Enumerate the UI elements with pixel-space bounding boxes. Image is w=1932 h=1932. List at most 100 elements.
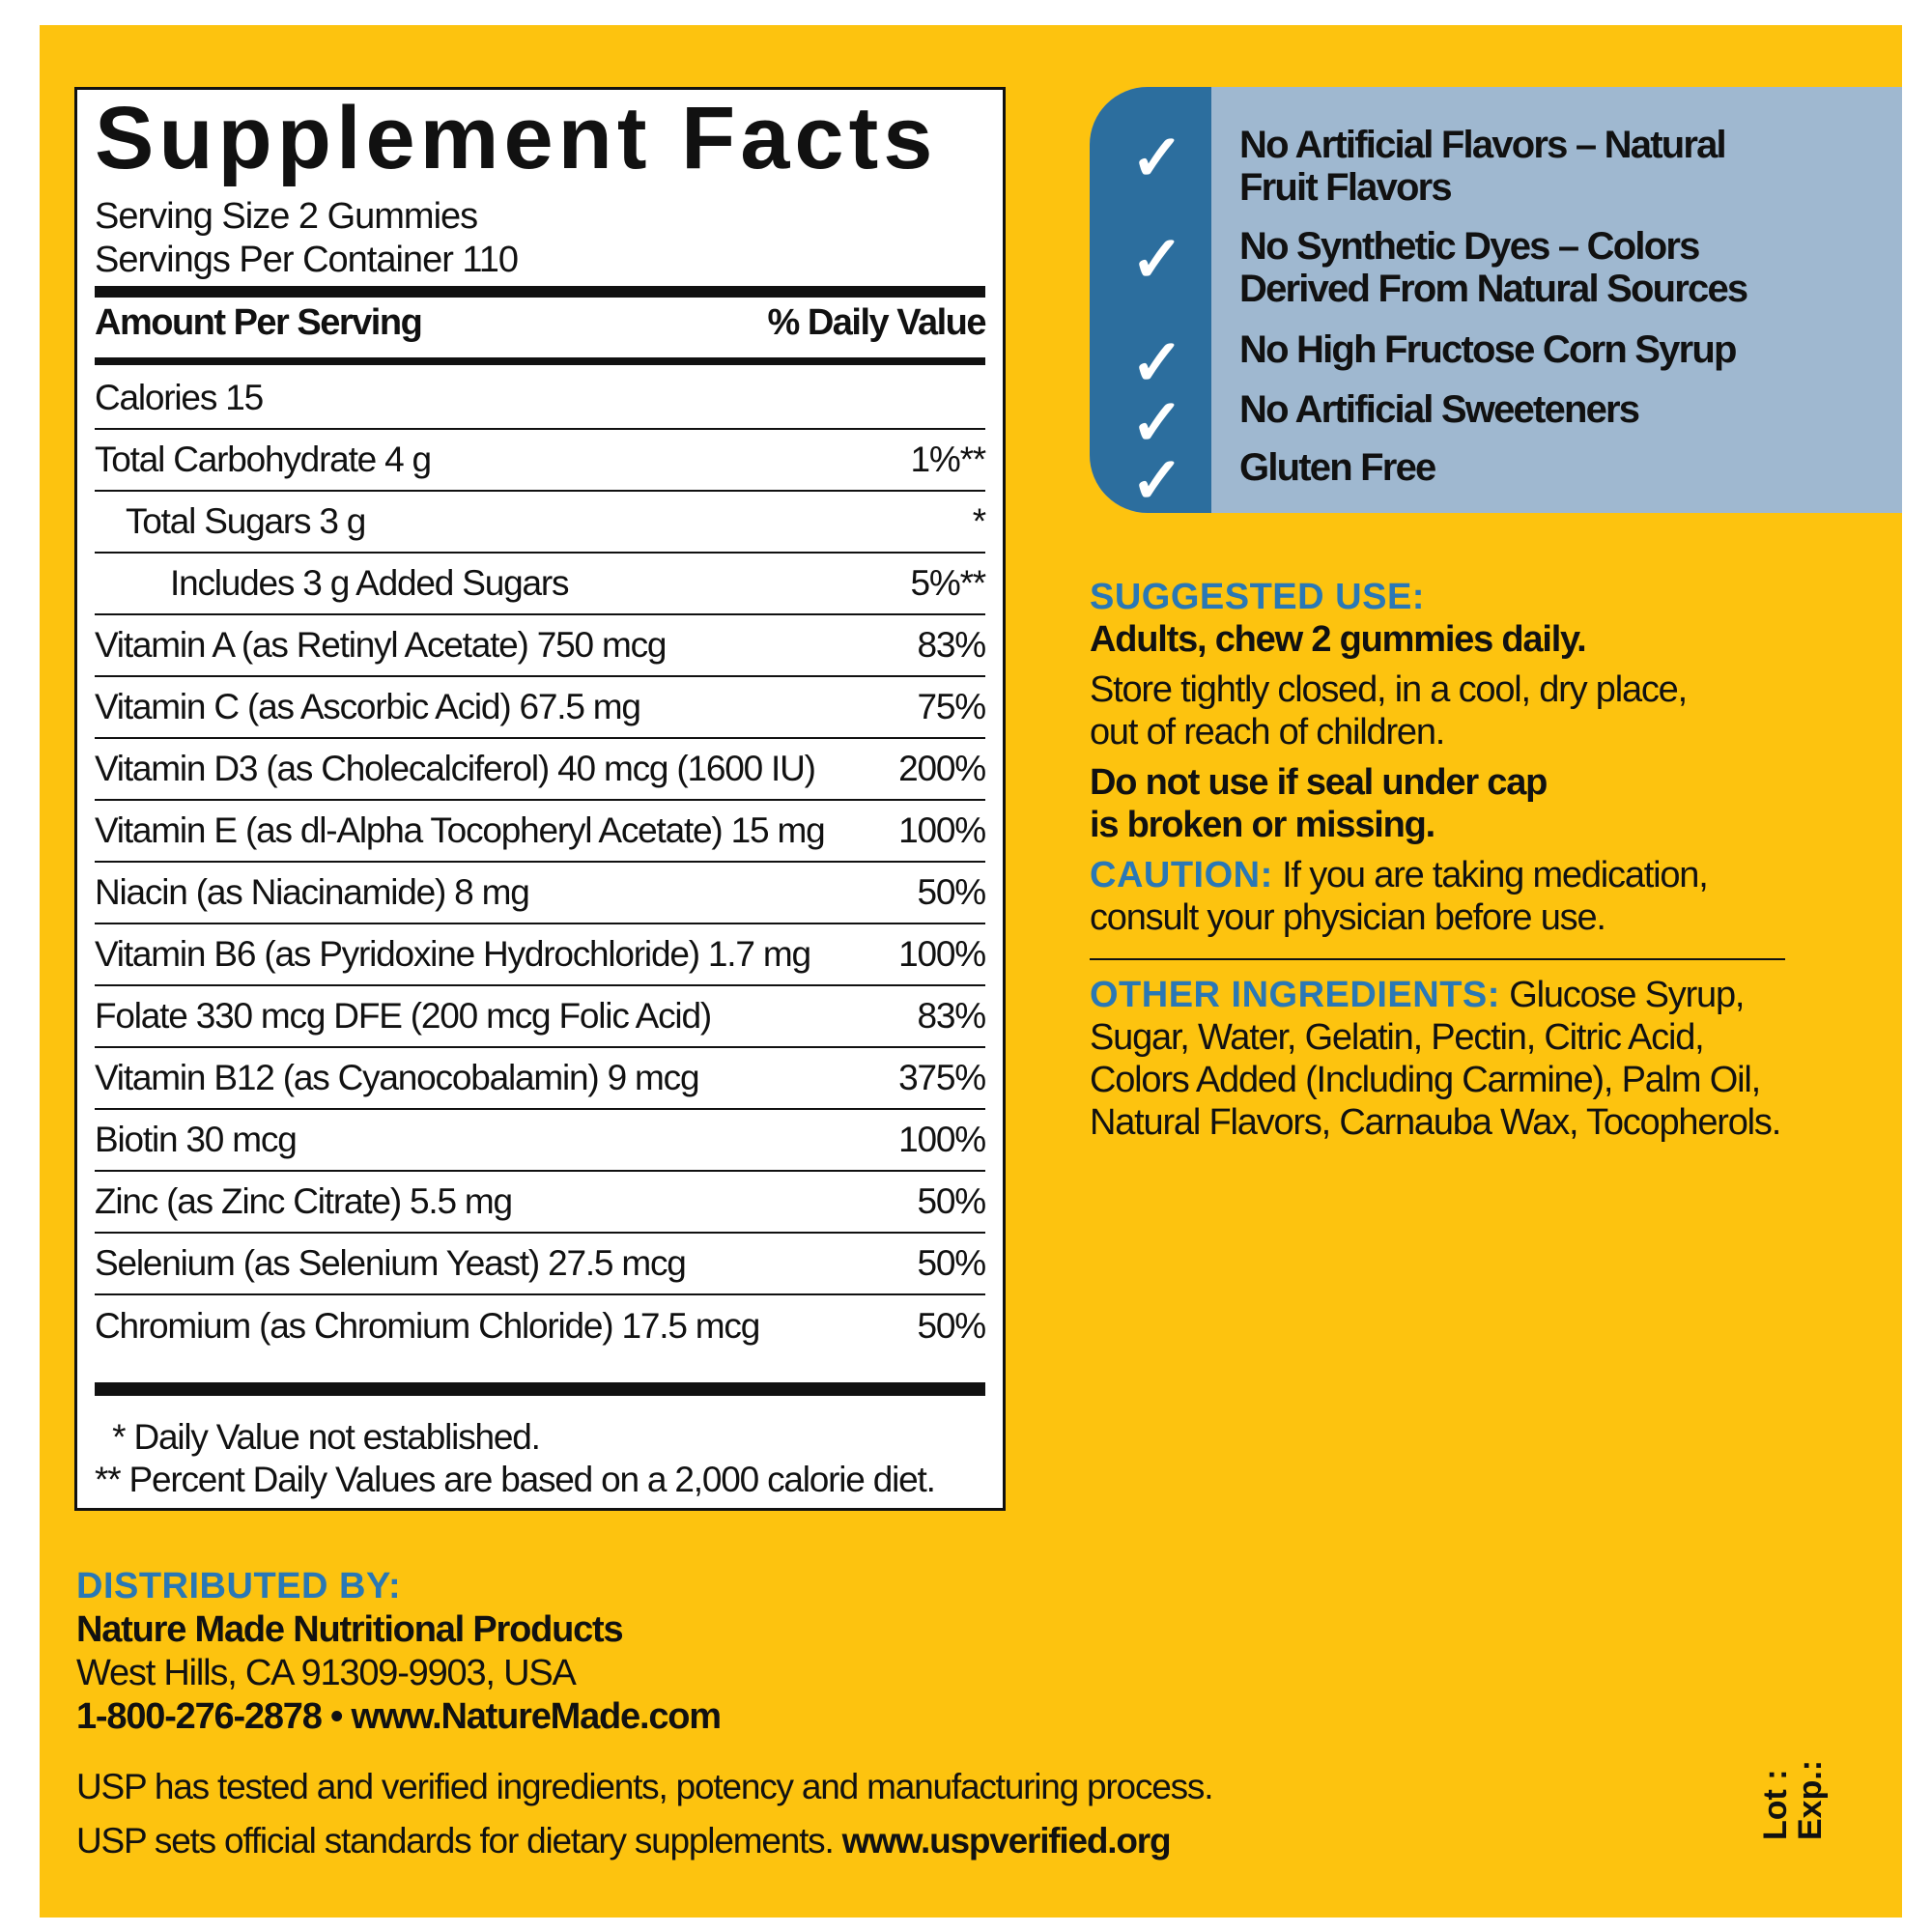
claim-line: No Artificial Sweeteners <box>1239 388 1640 431</box>
usp-statement: USP has tested and verified ingredients,… <box>76 1760 1213 1868</box>
directions: Adults, chew 2 gummies daily. <box>1090 619 1587 660</box>
claim-line: Derived From Natural Sources <box>1239 268 1748 310</box>
nutrient-name: Folate 330 mcg DFE (200 mcg Folic Acid) <box>95 996 712 1036</box>
footnote: * Daily Value not established. <box>95 1417 541 1457</box>
nutrient-row: Vitamin E (as dl-Alpha Tocopheryl Acetat… <box>95 801 986 863</box>
claim-line: Gluten Free <box>1239 446 1436 489</box>
nutrient-row: Chromium (as Chromium Chloride) 17.5 mcg… <box>95 1295 987 1357</box>
check-icon: ✓ <box>1130 223 1184 295</box>
nutrient-daily-value: 50% <box>917 1306 987 1346</box>
thick-divider <box>95 1382 985 1396</box>
distributor-section: DISTRIBUTED BY: Nature Made Nutritional … <box>76 1565 722 1739</box>
nutrient-name: Includes 3 g Added Sugars <box>170 563 569 603</box>
check-icon: ✓ <box>1130 327 1184 398</box>
serving-size: Serving Size 2 Gummies <box>95 196 478 237</box>
nutrient-daily-value: 100% <box>898 934 986 974</box>
nutrient-row: Vitamin C (as Ascorbic Acid) 67.5 mg 75% <box>95 677 987 739</box>
nutrient-daily-value: 100% <box>898 810 986 850</box>
claim-text: No Synthetic Dyes – Colors Derived From N… <box>1239 225 1748 310</box>
facts-title: Supplement Facts <box>95 89 938 187</box>
claim-line: No High Fructose Corn Syrup <box>1239 328 1737 371</box>
nutrient-daily-value: 50% <box>917 1243 987 1283</box>
claim-text: No High Fructose Corn Syrup <box>1239 328 1737 371</box>
exp-label: Exp.: <box>1792 1759 1829 1840</box>
storage-text: out of reach of children. <box>1090 712 1445 753</box>
nutrient-name: Vitamin A (as Retinyl Acetate) 750 mcg <box>95 625 667 665</box>
nutrient-row: Zinc (as Zinc Citrate) 5.5 mg 50% <box>95 1172 987 1234</box>
nutrient-name: Vitamin B6 (as Pyridoxine Hydrochloride)… <box>95 934 811 974</box>
claim-line: Fruit Flavors <box>1239 166 1453 209</box>
nutrient-row: Folate 330 mcg DFE (200 mcg Folic Acid) 8… <box>95 986 987 1048</box>
nutrient-daily-value: 83% <box>917 996 987 1036</box>
lot-exp-area: Lot : Exp.: <box>1757 1759 1829 1840</box>
header-amount: Amount Per Serving <box>95 302 423 343</box>
servings-per-container: Servings Per Container 110 <box>95 240 519 280</box>
nutrient-name: Chromium (as Chromium Chloride) 17.5 mcg <box>95 1306 760 1346</box>
usp-link[interactable]: www.uspverified.org <box>841 1821 1172 1861</box>
suggested-use-heading: SUGGESTED USE: <box>1090 577 1425 617</box>
claim-line: No Synthetic Dyes – Colors <box>1239 225 1700 268</box>
check-icon: ✓ <box>1130 444 1184 513</box>
nutrient-daily-value: 50% <box>917 1181 987 1221</box>
caution-text: If you are taking medication, <box>1272 855 1709 895</box>
claim-text: No Artificial Flavors – Natural Fruit Fla… <box>1239 124 1727 209</box>
check-icon: ✓ <box>1130 386 1184 458</box>
check-icon: ✓ <box>1130 122 1184 193</box>
nutrient-name: Total Sugars 3 g <box>126 501 366 541</box>
nutrient-row: Selenium (as Selenium Yeast) 27.5 mcg 50% <box>95 1234 987 1295</box>
nutrient-table: Calories 15 Total Carbohydrate 4 g 1%** Tot… <box>95 368 987 1357</box>
nutrient-row: Niacin (as Niacinamide) 8 mg 50% <box>95 863 986 924</box>
ingredients-text: Natural Flavors, Carnauba Wax, Tocophero… <box>1090 1102 1781 1143</box>
nutrient-row: Calories 15 <box>95 368 985 430</box>
nutrient-row: Total Carbohydrate 4 g 1%** <box>95 430 986 492</box>
ingredients-text: Sugar, Water, Gelatin, Pectin, Citric Ac… <box>1090 1017 1705 1058</box>
nutrient-row: Vitamin B12 (as Cyanocobalamin) 9 mcg 375… <box>95 1048 986 1110</box>
divider <box>1090 958 1785 960</box>
nutrient-daily-value: 75% <box>917 687 987 726</box>
nutrient-name: Biotin 30 mcg <box>95 1120 298 1159</box>
nutrient-name: Niacin (as Niacinamide) 8 mg <box>95 872 530 912</box>
directions-section: SUGGESTED USE: Adults, chew 2 gummies da… <box>1090 576 1882 1144</box>
nutrient-name: Selenium (as Selenium Yeast) 27.5 mcg <box>95 1243 687 1283</box>
claim-line: No Artificial Flavors – Natural <box>1239 124 1727 166</box>
nutrient-name: Calories 15 <box>95 378 264 417</box>
claim-text: No Artificial Sweeteners <box>1239 388 1640 431</box>
lot-label: Lot : <box>1757 1769 1794 1840</box>
claims-panel: ✓ No Artificial Flavors – Natural Fruit Fl… <box>1090 87 1902 513</box>
nutrient-daily-value: 375% <box>898 1058 986 1097</box>
nutrient-daily-value: * <box>972 501 986 541</box>
nutrient-daily-value: 200% <box>898 749 986 788</box>
ingredients-text: Glucose Syrup, <box>1499 975 1745 1015</box>
nutrient-name: Vitamin B12 (as Cyanocobalamin) 9 mcg <box>95 1058 700 1097</box>
nutrient-daily-value: 5%** <box>910 563 987 603</box>
header-daily-value: % Daily Value <box>767 302 986 343</box>
ingredients-text: Colors Added (Including Carmine), Palm O… <box>1090 1060 1761 1100</box>
claims-stripe <box>1090 87 1211 513</box>
nutrient-row: Vitamin D3 (as Cholecalciferol) 40 mcg (… <box>95 739 986 801</box>
divider <box>95 357 985 365</box>
warning-text: is broken or missing. <box>1090 805 1435 845</box>
nutrient-name: Vitamin D3 (as Cholecalciferol) 40 mcg (… <box>95 749 816 788</box>
thick-divider <box>95 286 985 298</box>
caution-text: consult your physician before use. <box>1090 897 1606 938</box>
nutrient-name: Vitamin C (as Ascorbic Acid) 67.5 mg <box>95 687 641 726</box>
distributor-company: Nature Made Nutritional Products <box>76 1609 624 1650</box>
nutrient-row: Total Sugars 3 g * <box>95 492 986 554</box>
distributor-contact: 1-800-276-2878 • www.NatureMade.com <box>76 1696 722 1737</box>
nutrient-row: Biotin 30 mcg 100% <box>95 1110 986 1172</box>
claim-text: Gluten Free <box>1239 446 1436 489</box>
other-ingredients-heading: OTHER INGREDIENTS: <box>1090 975 1500 1015</box>
supplement-facts-panel: Supplement Facts Serving Size 2 Gummies … <box>74 87 1006 1511</box>
warning-text: Do not use if seal under cap <box>1090 762 1548 803</box>
footnote: ** Percent Daily Values are based on a 2… <box>95 1460 936 1499</box>
nutrient-daily-value: 100% <box>898 1120 986 1159</box>
nutrient-name: Vitamin E (as dl-Alpha Tocopheryl Acetat… <box>95 810 826 850</box>
storage-text: Store tightly closed, in a cool, dry pla… <box>1090 669 1688 710</box>
caution-heading: CAUTION: <box>1090 855 1273 895</box>
table-header: Amount Per Serving % Daily Value <box>95 302 986 343</box>
usp-text: USP sets official standards for dietary … <box>76 1821 842 1861</box>
nutrient-row: Vitamin B6 (as Pyridoxine Hydrochloride)… <box>95 924 986 986</box>
usp-text: USP has tested and verified ingredients,… <box>76 1767 1213 1806</box>
distributor-address: West Hills, CA 91309-9903, USA <box>76 1653 577 1693</box>
nutrient-name: Zinc (as Zinc Citrate) 5.5 mg <box>95 1181 513 1221</box>
